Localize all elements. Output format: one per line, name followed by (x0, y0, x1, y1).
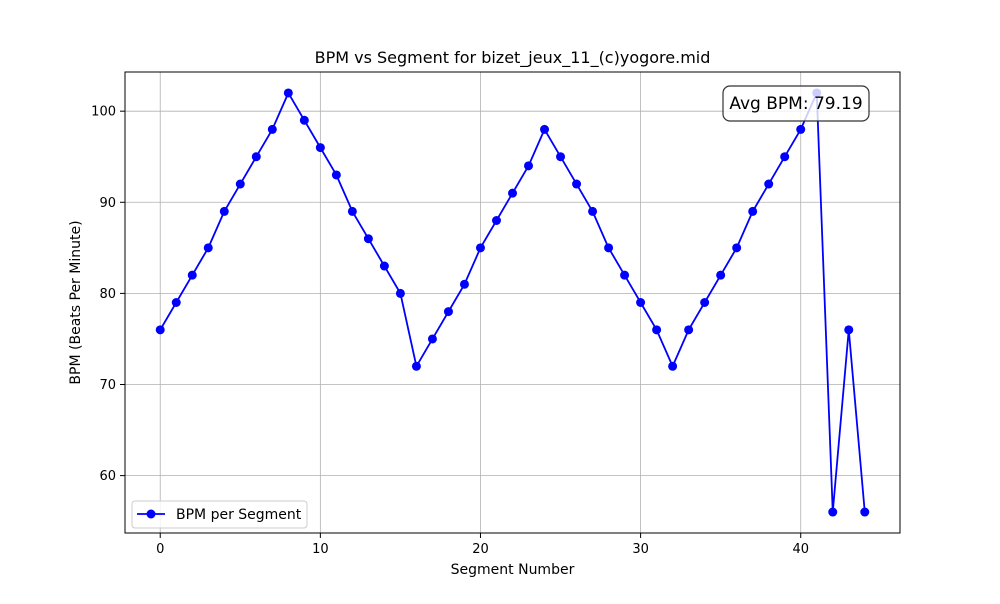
bpm-data-point (556, 152, 566, 162)
bpm-data-point (491, 216, 501, 226)
bpm-data-point (844, 325, 854, 335)
bpm-data-point (828, 507, 838, 517)
x-axis-label: Segment Number (451, 562, 575, 578)
y-axis-label: BPM (Beats Per Minute) (68, 220, 84, 384)
bpm-data-point (748, 206, 758, 216)
x-tick-label: 40 (792, 542, 809, 557)
bpm-data-point (668, 361, 678, 371)
bpm-data-point (363, 234, 373, 244)
legend: BPM per Segment (131, 500, 308, 529)
y-tick-label: 100 (91, 105, 116, 120)
avg-bpm-annotation: Avg BPM: 79.19 (722, 85, 870, 122)
bpm-data-point (732, 243, 742, 253)
x-tick-label: 20 (472, 542, 489, 557)
bpm-data-point (764, 179, 774, 189)
bpm-data-point (475, 243, 485, 253)
x-tick-label: 0 (156, 542, 164, 557)
bpm-data-point (700, 298, 710, 307)
avg-bpm-box (722, 85, 870, 122)
bpm-data-point (411, 361, 421, 371)
bpm-data-point (636, 298, 646, 307)
avg-bpm-text: Avg BPM: 79.19 (729, 94, 862, 114)
bpm-data-point (604, 243, 614, 253)
bpm-data-point (443, 307, 453, 317)
legend-label: BPM per Segment (176, 507, 302, 523)
y-tick-label: 70 (99, 378, 116, 393)
bpm-data-point (716, 270, 726, 280)
chart-title: BPM vs Segment for bizet_jeux_11_(c)yogo… (315, 48, 711, 68)
bpm-data-point (203, 243, 213, 253)
bpm-data-point (299, 115, 309, 125)
bpm-data-point (540, 124, 550, 134)
bpm-data-point (524, 161, 534, 171)
axis-ticks: 0 10 20 30 40 60 70 80 90 100 (91, 105, 809, 557)
bpm-data-point (155, 325, 165, 335)
bpm-data-point (315, 143, 325, 153)
bpm-data-point (395, 288, 405, 298)
bpm-data-point (620, 270, 630, 280)
bpm-data-point (219, 206, 229, 216)
bpm-data-point (572, 179, 582, 189)
bpm-data-point (235, 179, 245, 189)
bpm-data-point (379, 261, 389, 271)
bpm-data-point (780, 152, 790, 162)
legend-box (131, 500, 308, 529)
bpm-data-point (796, 124, 806, 134)
bpm-data-point (251, 152, 261, 162)
x-tick-label: 10 (312, 542, 329, 557)
bpm-data-point (508, 188, 517, 198)
bpm-data-point (187, 270, 197, 280)
bpm-data-point (588, 206, 598, 216)
x-tick-label: 30 (632, 542, 649, 557)
bpm-data-point (171, 298, 181, 307)
bpm-data-point (652, 325, 662, 335)
y-tick-label: 60 (99, 469, 116, 484)
bpm-data-point (331, 170, 341, 180)
bpm-data-point (267, 124, 277, 134)
plot-frame (124, 71, 901, 534)
bpm-data-point (684, 325, 694, 335)
y-tick-label: 80 (99, 287, 116, 302)
legend-marker-swatch (146, 509, 156, 519)
bpm-data-point (283, 88, 293, 98)
bpm-data-point (860, 507, 870, 517)
bpm-data-point (459, 279, 469, 289)
y-tick-label: 90 (99, 196, 116, 211)
bpm-data-point (427, 334, 437, 344)
bpm-data-point (347, 206, 357, 216)
